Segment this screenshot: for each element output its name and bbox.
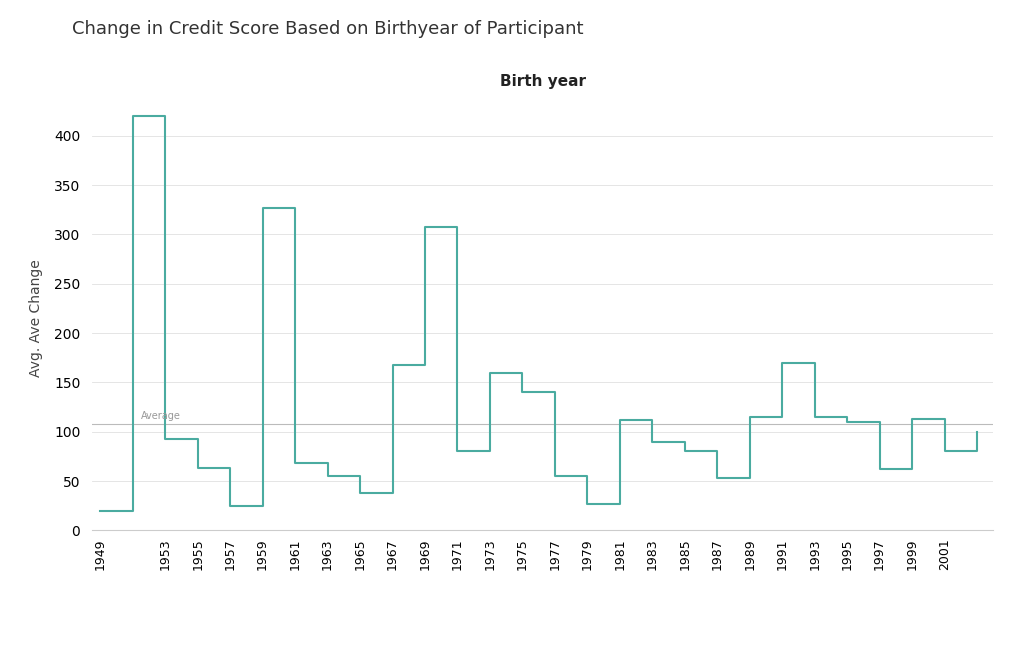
Text: Birth year: Birth year [500, 74, 586, 89]
Text: Change in Credit Score Based on Birthyear of Participant: Change in Credit Score Based on Birthyea… [72, 20, 584, 38]
Y-axis label: Avg. Ave Change: Avg. Ave Change [29, 259, 43, 377]
Text: Average: Average [141, 411, 181, 421]
